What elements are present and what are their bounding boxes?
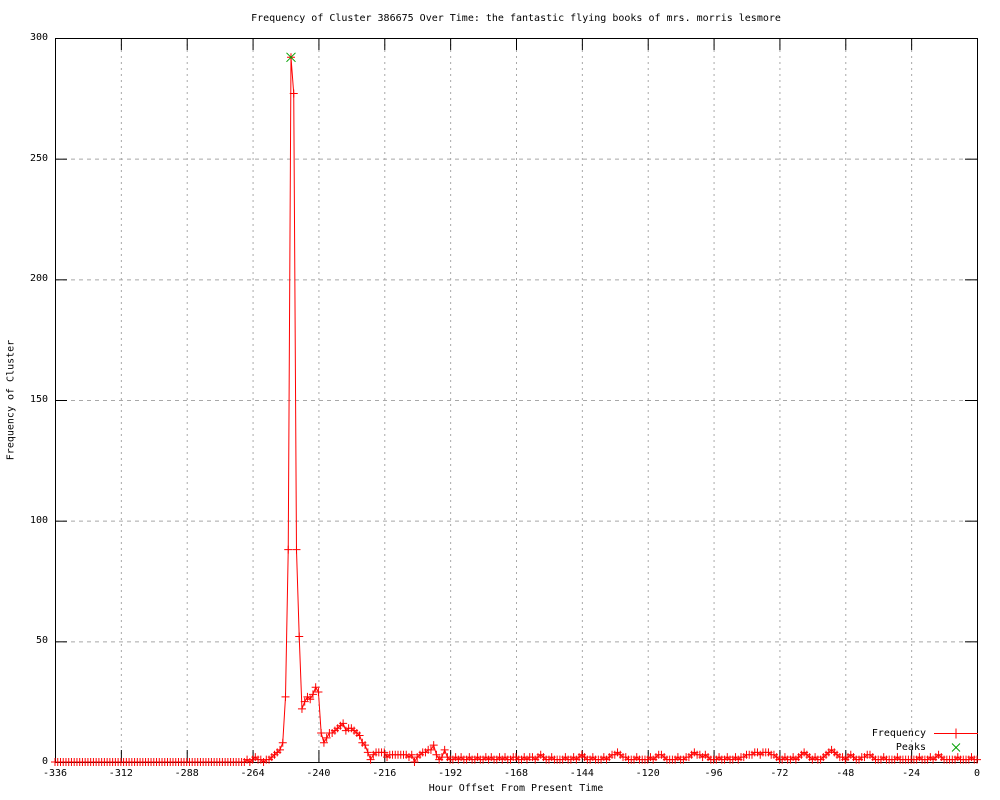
y-tick-label: 50 <box>35 635 48 647</box>
y-tick-label: 150 <box>29 394 48 405</box>
legend: Frequency Peaks <box>872 726 978 754</box>
y-tick-label: 300 <box>29 32 48 43</box>
x-tick-label: -192 <box>438 768 463 779</box>
x-tick-label: -120 <box>635 768 660 779</box>
y-tick-label: 200 <box>29 273 48 285</box>
x-tick-label: -96 <box>704 768 723 779</box>
y-tick-label: 250 <box>29 152 48 164</box>
x-tick-label: -288 <box>174 768 199 779</box>
x-tick-label: -312 <box>108 768 133 779</box>
y-tick-label: 0 <box>41 756 48 767</box>
legend-item-peaks: Peaks <box>896 740 978 754</box>
y-tick-label: 100 <box>29 514 48 526</box>
legend-label-frequency: Frequency <box>871 727 926 739</box>
chart-title: Frequency of Cluster 386675 Over Time: t… <box>251 13 781 24</box>
x-tick-label: -240 <box>306 768 331 779</box>
x-tick-label: -336 <box>42 768 68 779</box>
frequency-line-sample-icon <box>934 728 978 738</box>
x-tick-label: -72 <box>770 768 789 779</box>
legend-item-frequency: Frequency <box>872 726 978 740</box>
frequency-point-markers <box>51 53 981 766</box>
x-tick-label: -24 <box>902 768 921 779</box>
x-tick-label: 0 <box>973 768 981 779</box>
peaks-x-sample-icon <box>951 742 961 752</box>
x-tick-label: -216 <box>372 768 397 779</box>
x-tick-label: -264 <box>240 768 265 779</box>
x-tick-label: -168 <box>503 768 529 779</box>
legend-label-peaks: Peaks <box>895 741 926 753</box>
x-axis-title: Hour Offset From Present Time <box>428 783 604 794</box>
x-tick-label: -144 <box>569 768 594 779</box>
peak-x-marker <box>286 52 296 63</box>
x-tick-label: -48 <box>836 768 855 779</box>
